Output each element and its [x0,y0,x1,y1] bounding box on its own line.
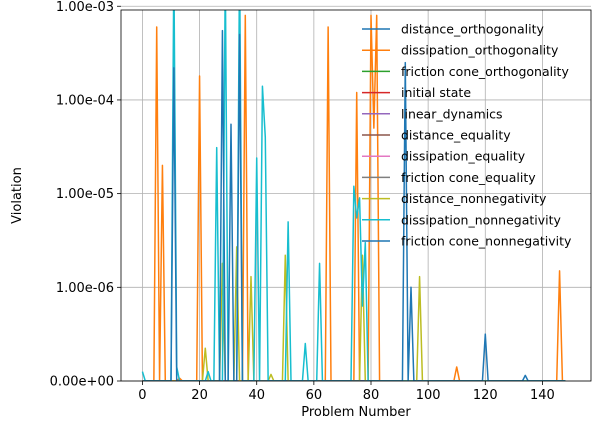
y-tick-label: 1.00e-04 [56,93,114,108]
series-line-dissipation-orthogonality [142,14,564,381]
legend-label: linear_dynamics [401,106,503,121]
x-tick-label: 40 [248,388,265,403]
y-tick-label: 1.00e-06 [56,281,114,296]
x-tick-label: 0 [138,388,146,403]
legend-label: dissipation_equality [401,149,526,164]
x-axis-label: Problem Number [301,405,411,420]
legend-label: distance_orthogonality [401,22,544,37]
axes-frame [120,9,592,382]
y-axis-label: Violation [10,167,25,224]
x-tick-label: 100 [416,388,441,403]
legend-label: friction cone_nonnegativity [401,234,572,249]
series-group [141,10,566,381]
series-line-dissipation-nonnegativity [141,10,566,381]
legend: distance_orthogonality dissipation_orthog… [362,22,572,249]
x-tick-label: 80 [363,388,380,403]
x-tick-label: 20 [191,388,208,403]
legend-label: dissipation_nonnegativity [401,212,562,227]
x-tick-label: 120 [473,388,498,403]
legend-label: distance_equality [401,128,511,143]
legend-label: initial state [401,85,471,100]
x-tick-label: 140 [530,388,555,403]
legend-label: dissipation_orthogonality [401,43,559,58]
legend-label: distance_nonnegativity [401,191,547,206]
axes: 0 20 40 60 80 100 120 140 0.00e+00 1.00e-06 1.00e-… [50,0,592,403]
y-tick-label: 1.00e-05 [56,187,114,202]
series-layer [141,10,566,381]
legend-label: friction cone_orthogonality [401,64,569,79]
y-tick-label: 1.00e-03 [56,0,114,15]
legend-label: friction cone_equality [401,170,536,185]
x-tick-label: 60 [306,388,323,403]
y-tick-label: 0.00e+00 [50,375,114,390]
